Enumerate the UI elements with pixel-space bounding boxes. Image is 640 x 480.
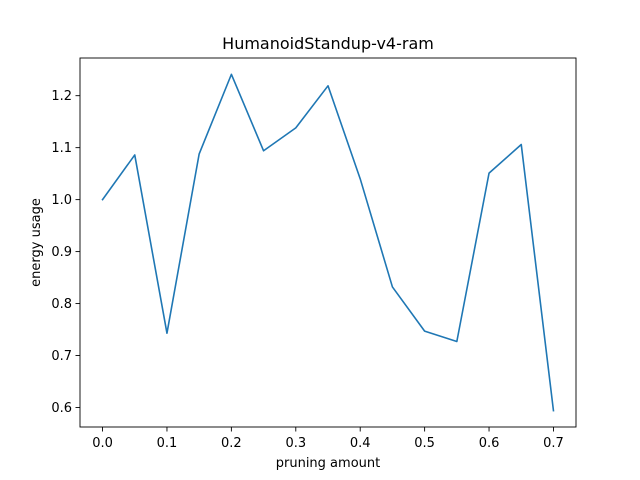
x-axis-label: pruning amount [276, 456, 380, 471]
x-tick-label: 0.3 [285, 436, 306, 451]
y-axis-ticks: 0.6 0.7 0.8 0.9 1.0 1.1 1.2 [51, 89, 80, 416]
chart-title: HumanoidStandup-v4-ram [222, 34, 434, 53]
series-line-energy-usage [101, 73, 555, 412]
y-tick-label: 1.2 [51, 89, 72, 104]
plot-area [80, 58, 576, 427]
x-tick-label: 0.4 [350, 436, 371, 451]
y-tick-label: 0.9 [51, 245, 72, 260]
x-tick-label: 0.2 [221, 436, 242, 451]
y-tick-label: 1.1 [51, 141, 72, 156]
y-axis-label: energy usage [29, 198, 44, 287]
x-axis-ticks: 0.0 0.1 0.2 0.3 0.4 0.5 0.6 0.7 [92, 427, 564, 451]
x-tick-label: 0.1 [157, 436, 178, 451]
y-tick-label: 0.6 [51, 401, 72, 416]
x-tick-label: 0.5 [414, 436, 435, 451]
plot-frame [79, 57, 577, 428]
x-tick-label: 0.7 [543, 436, 564, 451]
y-tick-label: 0.7 [51, 349, 72, 364]
x-tick-label: 0.0 [92, 436, 113, 451]
y-tick-label: 0.8 [51, 297, 72, 312]
x-tick-label: 0.6 [479, 436, 500, 451]
y-tick-label: 1.0 [51, 193, 72, 208]
